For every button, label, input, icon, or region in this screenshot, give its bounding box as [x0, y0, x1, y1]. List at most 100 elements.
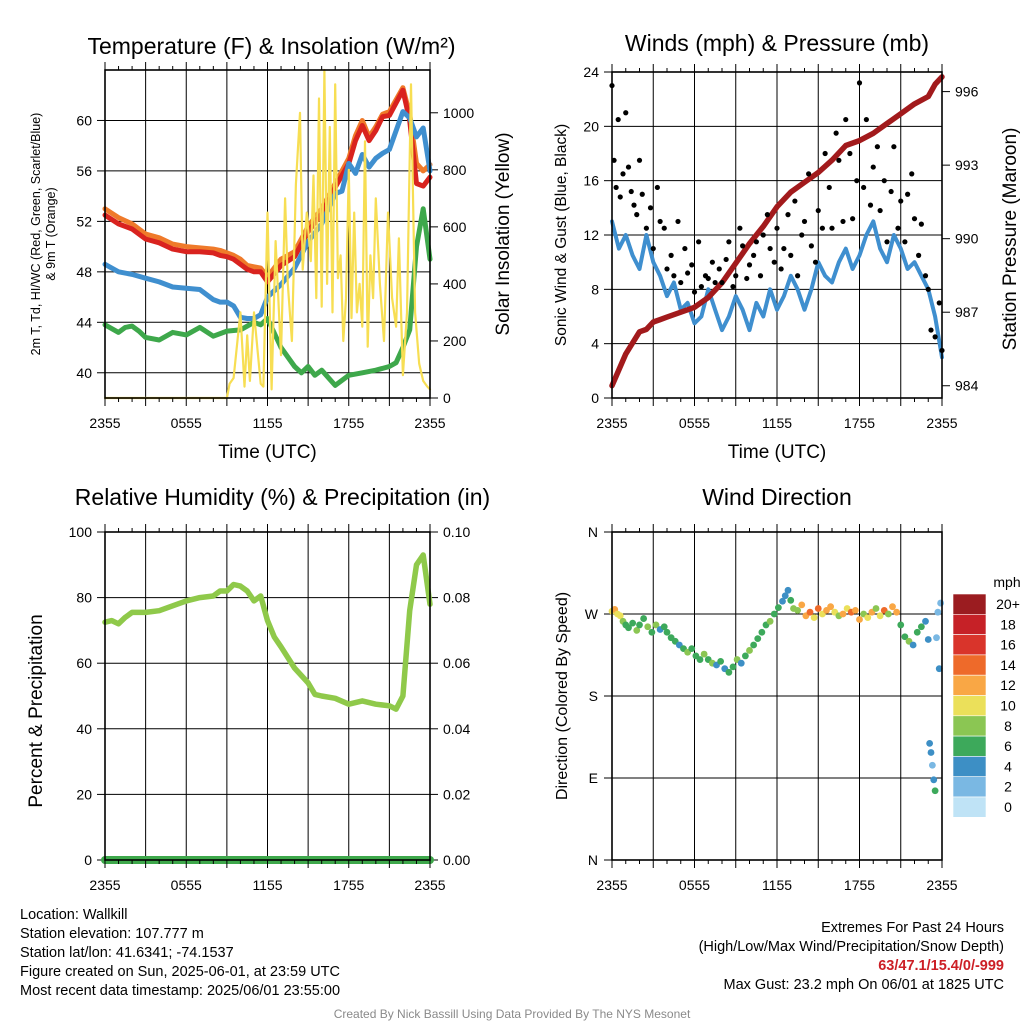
credit-line: Created By Nick Bassill Using Data Provi… — [333, 1007, 691, 1021]
wdir-point — [933, 634, 940, 642]
wdir-point — [893, 608, 901, 616]
winds-point-gust — [833, 130, 839, 136]
winds-xtick-label: 1755 — [844, 415, 875, 431]
winds-point-gust — [774, 225, 780, 231]
winds-point-gust — [843, 116, 849, 123]
legend-swatch — [952, 654, 987, 676]
wdir-panel: N E S W N 2355 0555 1155 1755 2355 Wind Direction D… — [554, 484, 1021, 893]
winds-point-gust — [925, 286, 931, 292]
legend-label: 18 — [1000, 616, 1016, 632]
rh-ytick-label: 80 — [76, 590, 92, 606]
winds-point-gust — [682, 245, 688, 252]
legend-swatch — [952, 674, 987, 696]
temp-ytick-label: 48 — [76, 264, 92, 280]
legend-swatch — [952, 776, 987, 798]
winds-point-gust — [792, 198, 798, 204]
wdir-point — [779, 597, 786, 605]
wdir-point — [924, 636, 932, 643]
rh-panel: 0 20 40 60 80 100 0.00 0.02 0.04 0.06 0.08 0.10 2355… — [26, 484, 490, 893]
winds-point-gust — [788, 252, 794, 258]
winds-point-gust — [760, 232, 766, 238]
wdir-point — [774, 604, 782, 612]
winds-point-gust — [822, 150, 828, 157]
legend-label: 20+ — [996, 596, 1020, 612]
wdir-point — [717, 657, 725, 665]
wdir-xtick-label: 1755 — [844, 877, 875, 893]
winds-ylabel-right: Station Pressure (Maroon) — [1000, 128, 1021, 351]
temp-series-solar — [103, 68, 432, 400]
winds-y2tick-label: 996 — [955, 84, 979, 100]
winds-point-gust — [628, 188, 634, 195]
winds-y2tick-label: 990 — [955, 231, 979, 247]
winds-point-gust — [654, 184, 660, 191]
rh-xtick-label: 1755 — [333, 877, 364, 893]
legend-swatch — [952, 796, 987, 818]
temp-xtick-label: 1155 — [252, 415, 282, 431]
rh-ylabel-left: Percent & Precipitation — [26, 614, 47, 807]
rh-y2tick-label: 0.00 — [443, 852, 470, 868]
winds-point-gust — [799, 232, 805, 238]
winds-series-wind — [610, 219, 944, 360]
temp-xlabel: Time (UTC) — [218, 442, 317, 463]
winds-point-gust — [753, 239, 759, 245]
winds-point-gust — [806, 171, 812, 177]
winds-point-gust — [778, 266, 784, 272]
station-location: Location: Wallkill — [20, 907, 128, 923]
temp-ytick-label: 44 — [76, 314, 92, 330]
winds-series-pressure — [609, 74, 945, 389]
legend-label: 10 — [1000, 698, 1016, 714]
winds-point-gust — [678, 279, 684, 286]
wdir-point — [794, 606, 802, 614]
max-gust: Max Gust: 23.2 mph On 06/01 at 1825 UTC — [723, 977, 1004, 993]
rh-y2tick-label: 0.02 — [443, 786, 470, 802]
wdir-xtick-label: 0555 — [679, 877, 710, 893]
rh-y2tick-label: 0.04 — [443, 721, 470, 737]
station-latlon: Station lat/lon: 41.6341; -74.1537 — [20, 945, 234, 961]
winds-point-gust — [888, 188, 894, 195]
winds-point-gust — [808, 243, 814, 249]
winds-point-gust — [757, 273, 764, 279]
winds-point-gust — [696, 239, 702, 245]
winds-point-gust — [874, 144, 880, 150]
temp-title: Temperature (F) & Insolation (W/m²) — [87, 33, 455, 59]
wdir-ylabel-left: Direction (Colored By Speed) — [554, 592, 571, 800]
wdir-point — [644, 623, 652, 631]
wdir-point — [648, 628, 656, 636]
winds-y2tick-label: 984 — [955, 378, 979, 394]
wdir-point — [625, 624, 632, 632]
winds-border — [611, 71, 943, 399]
wdir-point — [798, 601, 806, 609]
rh-title: Relative Humidity (%) & Precipitation (i… — [75, 484, 490, 510]
wdir-point — [696, 656, 704, 663]
temp-y2tick-label: 600 — [443, 219, 467, 235]
wdir-title: Wind Direction — [702, 484, 852, 510]
legend-label: 12 — [1000, 677, 1016, 693]
wdir-point — [806, 608, 814, 616]
winds-point-gust — [740, 243, 746, 249]
wdir-point — [629, 619, 637, 627]
winds-point-gust — [691, 289, 698, 295]
wdir-point — [889, 603, 896, 611]
extremes-subtitle: (High/Low/Max Wind/Precipitation/Snow De… — [698, 939, 1004, 955]
winds-point-gust — [730, 284, 736, 290]
rh-border — [104, 531, 431, 861]
rh-ytick-label: 0 — [84, 852, 92, 868]
wdir-point — [741, 652, 749, 660]
recent-timestamp: Most recent data timestamp: 2025/06/01 2… — [20, 983, 341, 999]
wdir-point — [784, 586, 792, 594]
winds-point-gust — [909, 171, 915, 177]
temp-xtick-label: 0555 — [171, 415, 202, 431]
winds-y2tick-label: 987 — [955, 304, 979, 320]
winds-point-gust — [723, 256, 729, 263]
wdir-point — [827, 603, 835, 611]
wdir-xtick-label: 1155 — [762, 877, 792, 893]
wdir-point — [913, 628, 921, 636]
wdir-point — [930, 776, 938, 784]
wdir-point — [787, 596, 795, 604]
temp-y2tick-label: 0 — [443, 390, 451, 406]
wdir-point — [937, 599, 945, 607]
wdir-point — [864, 614, 872, 622]
wdir-point — [781, 592, 789, 600]
winds-xtick-label: 1155 — [762, 415, 792, 431]
wdir-point — [897, 621, 905, 629]
